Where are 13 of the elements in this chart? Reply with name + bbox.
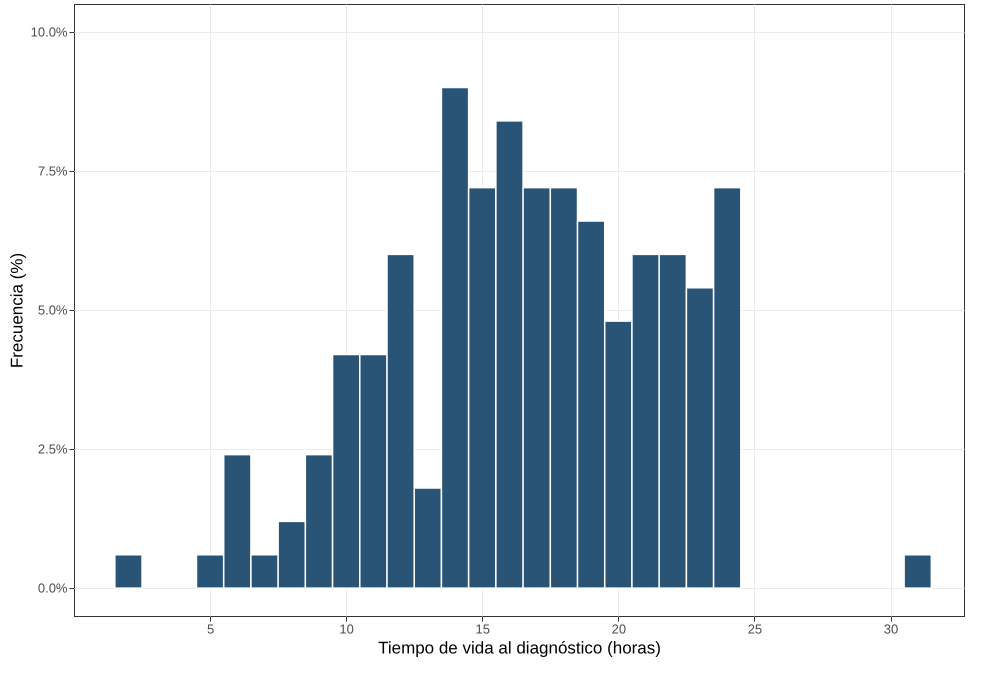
x-tick-label: 10 — [339, 622, 354, 636]
x-tick-label: 15 — [476, 622, 490, 636]
y-axis-title: Frecuencia (%) — [8, 252, 27, 368]
y-tick-label: 5.0% — [38, 302, 68, 318]
y-tick-label: 2.5% — [38, 442, 68, 457]
x-tick-label: 5 — [206, 622, 214, 636]
x-axis-title: Tiempo de vida al diagnóstico (horas) — [378, 638, 661, 658]
x-tick-label: 20 — [612, 622, 626, 636]
y-tick-label: 0.0% — [38, 580, 68, 596]
y-tick-label: 10.0% — [30, 24, 68, 40]
y-tick-label: 7.5% — [38, 163, 68, 178]
x-tick-label: 30 — [884, 622, 898, 636]
x-tick-label: 25 — [748, 622, 762, 636]
